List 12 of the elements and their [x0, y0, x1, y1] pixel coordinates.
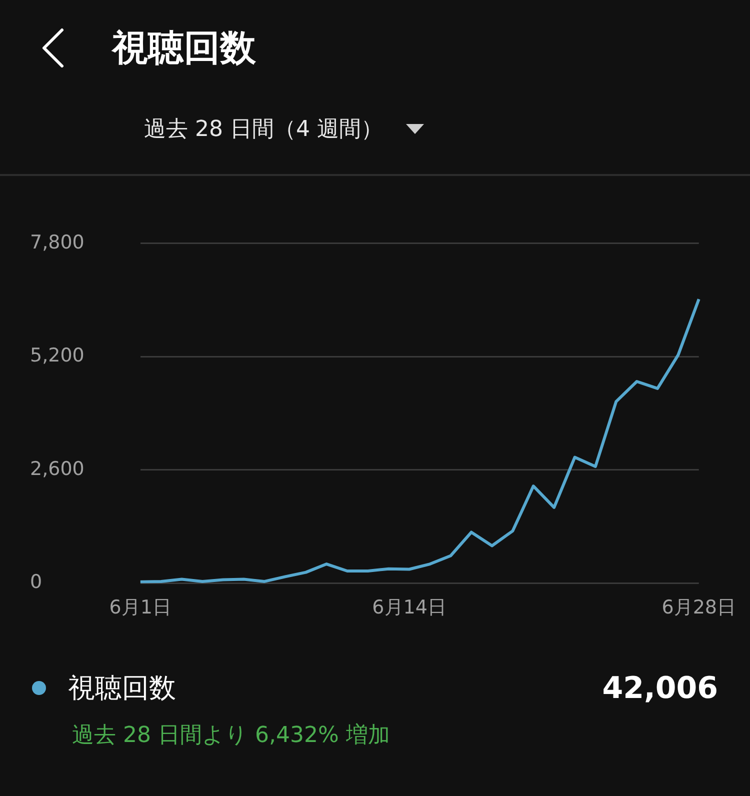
x-tick-label: 6月14日: [372, 596, 446, 619]
chart-subtitle: 過去 28 日間（4 週間）: [144, 116, 383, 144]
y-tick-label: 0: [30, 571, 42, 594]
text: 過去 28 日間より 6,432% 増加: [71, 722, 391, 750]
x-tick-label: 6月1日: [109, 596, 172, 619]
y-tick-label: 5,200: [30, 344, 84, 367]
legend-label: 視聴回数: [68, 672, 176, 706]
y-tick-label: 7,800: [30, 231, 84, 254]
y-tick-label: 2,600: [30, 458, 84, 480]
x-tick-label: 6月28日: [662, 596, 736, 619]
text: 42,006: [602, 670, 718, 706]
chart-title: 視聴回数: [112, 26, 256, 70]
